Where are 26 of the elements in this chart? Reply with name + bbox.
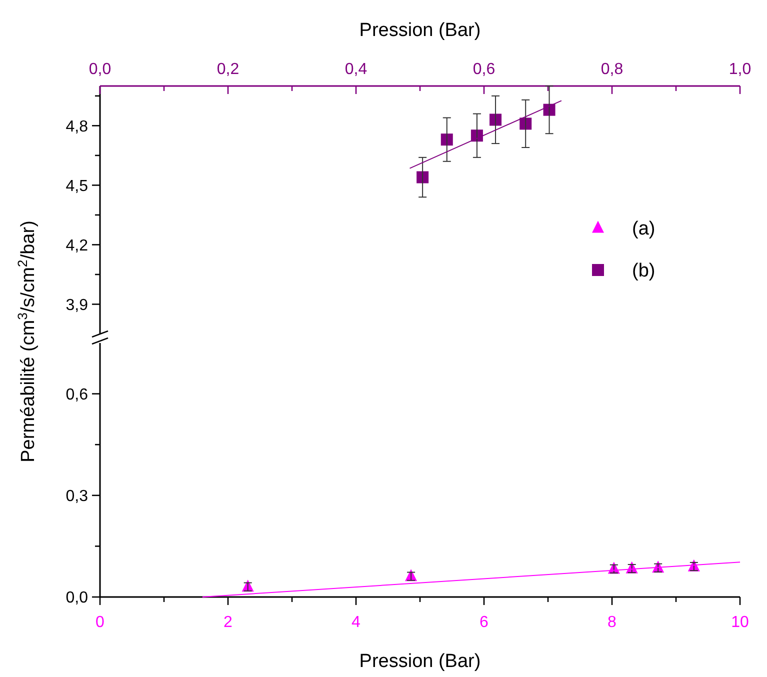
x-tick-label: 10 [731,614,749,631]
legend-label: (a) [632,218,656,240]
point [440,134,453,146]
x-tick-label: 0,6 [472,61,496,78]
x-tick-label: 1,0 [728,61,752,78]
y-tick-label: 0,6 [66,386,88,404]
x-tick-label: 0,8 [600,61,624,78]
x-tick-label: 4 [352,614,361,631]
x-tick-label: 6 [480,614,489,631]
legend-label: (b) [632,260,656,282]
x-axis-title: Pression (Bar) [359,651,481,672]
x-tick-label: 2 [224,614,233,631]
y-tick-label: 3,9 [66,296,88,314]
y-tick-label: 0,3 [66,488,88,505]
point [416,171,429,184]
y-tick-label: 4,8 [66,118,88,136]
x-tick-label: 0,2 [216,61,240,78]
x-tick-label: 8 [608,614,617,631]
x-tick-label: 0 [96,614,105,631]
y-tick-label: 0,0 [66,590,88,607]
x-axis-title: Pression (Bar) [359,20,481,41]
x-tick-label: 0,4 [344,61,368,78]
y-tick-label: 4,2 [66,237,88,254]
y-tick-label: 4,5 [66,178,88,195]
x-tick-label: 0,0 [88,61,112,78]
point [490,114,502,126]
